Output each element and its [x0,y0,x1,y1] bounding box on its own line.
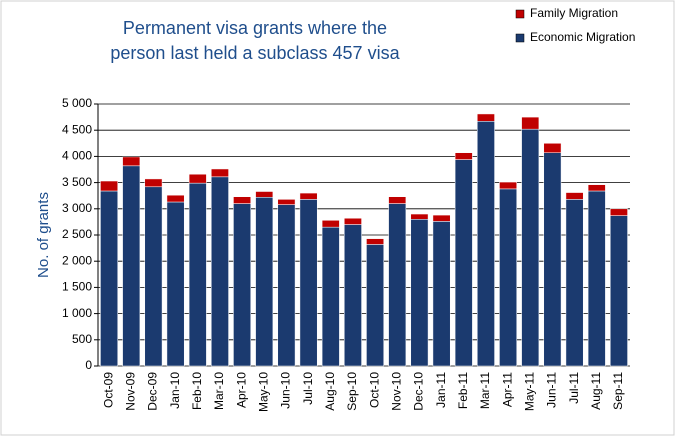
x-tick-label: Aug-11 [589,372,603,410]
y-tick-label: 1 000 [62,306,92,320]
bar-segment [521,116,540,130]
x-tick-label: Apr-10 [234,372,248,408]
y-tick-label: 2 000 [62,253,92,267]
x-tick-label: Jun-11 [545,372,559,408]
x-tick-label: Jun-10 [279,372,293,409]
x-tick-label: May-10 [256,372,270,412]
x-tick-label: Mar-11 [478,372,492,409]
y-tick-label: 500 [72,332,92,346]
bar-segment [299,199,318,367]
y-tick-label: 4 500 [62,122,92,136]
bar-segment [388,196,407,204]
x-tick-label: Feb-11 [456,372,470,409]
bar-segment [587,190,606,367]
bar-segment [366,244,384,367]
bar-segment [188,182,207,367]
bar-segment [166,194,185,203]
x-tick-label: Jul-11 [567,372,581,404]
bar-segment [277,204,296,367]
bar-segment [410,219,429,367]
bar-segment [344,217,362,225]
x-tick-label: Dec-10 [412,372,426,411]
x-tick-label: Jan-11 [434,372,448,408]
bar-segment [587,184,606,192]
x-tick-label: Mar-10 [212,372,226,410]
bar-segment [565,199,584,367]
legend-label: Economic Migration [530,30,635,44]
bar-segment [565,192,584,200]
y-tick-label: 1 500 [62,280,92,294]
bar-segment [610,208,628,216]
bar-segment [144,186,163,367]
legend-label: Family Migration [530,6,618,20]
bar-segment [543,143,562,153]
y-tick-label: 0 [85,358,92,372]
bar-segment [188,173,207,184]
x-tick-label: Oct-10 [367,372,381,408]
x-tick-label: Nov-10 [389,372,403,411]
x-tick-label: Dec-09 [146,372,160,411]
legend-swatch [515,33,525,43]
legend-swatch [515,9,525,19]
bar-segment [321,226,340,367]
bar-segment [543,152,562,367]
x-tick-label: Aug-10 [323,372,337,411]
x-tick-label: Jul-10 [301,372,315,405]
y-tick-label: 3 000 [62,201,92,215]
bar-segment [388,203,407,367]
bar-segment [610,215,628,367]
bar-segment [477,121,495,367]
bar-segment [100,180,118,192]
bar-segment [211,168,229,178]
bar-segment [255,191,274,198]
bar-segment [321,220,340,228]
bar-segment [432,214,451,222]
x-tick-label: Jan-10 [168,372,182,409]
bar-segment [344,224,362,367]
bar-segment [454,152,473,160]
x-tick-label: Feb-10 [190,372,204,410]
bar-segment [521,128,540,367]
bar-segment [255,197,274,367]
bar-segment [122,156,141,167]
bar-segment [166,201,185,367]
x-tick-label: Apr-11 [500,372,514,407]
bar-segment [366,238,384,245]
bar-segment [100,190,118,367]
bar-segment [211,176,229,367]
bar-segment [432,221,451,367]
y-tick-label: 4 000 [62,149,92,163]
y-tick-label: 3 500 [62,175,92,189]
x-tick-label: Sep-10 [345,372,359,411]
x-tick-label: Nov-09 [123,372,137,411]
bar-segment [144,178,163,188]
bar-segment [299,192,318,200]
x-tick-label: May-11 [522,372,536,411]
bar-segment [499,188,517,367]
bar-segment [499,181,517,190]
bar-segment [410,213,429,220]
bar-segment [122,165,141,367]
bar-segment [277,199,296,205]
bar-segment [233,196,251,204]
x-tick-label: Sep-11 [611,372,625,410]
y-axis-label: No. of grants [35,192,52,278]
bar-segment [477,113,495,122]
x-tick-label: Oct-09 [101,372,115,408]
chart-title: Permanent visa grants where the person l… [110,18,400,63]
bar-segment [454,159,473,367]
y-tick-label: 5 000 [62,96,92,110]
bar-segment [233,203,251,367]
y-tick-label: 2 500 [62,227,92,241]
